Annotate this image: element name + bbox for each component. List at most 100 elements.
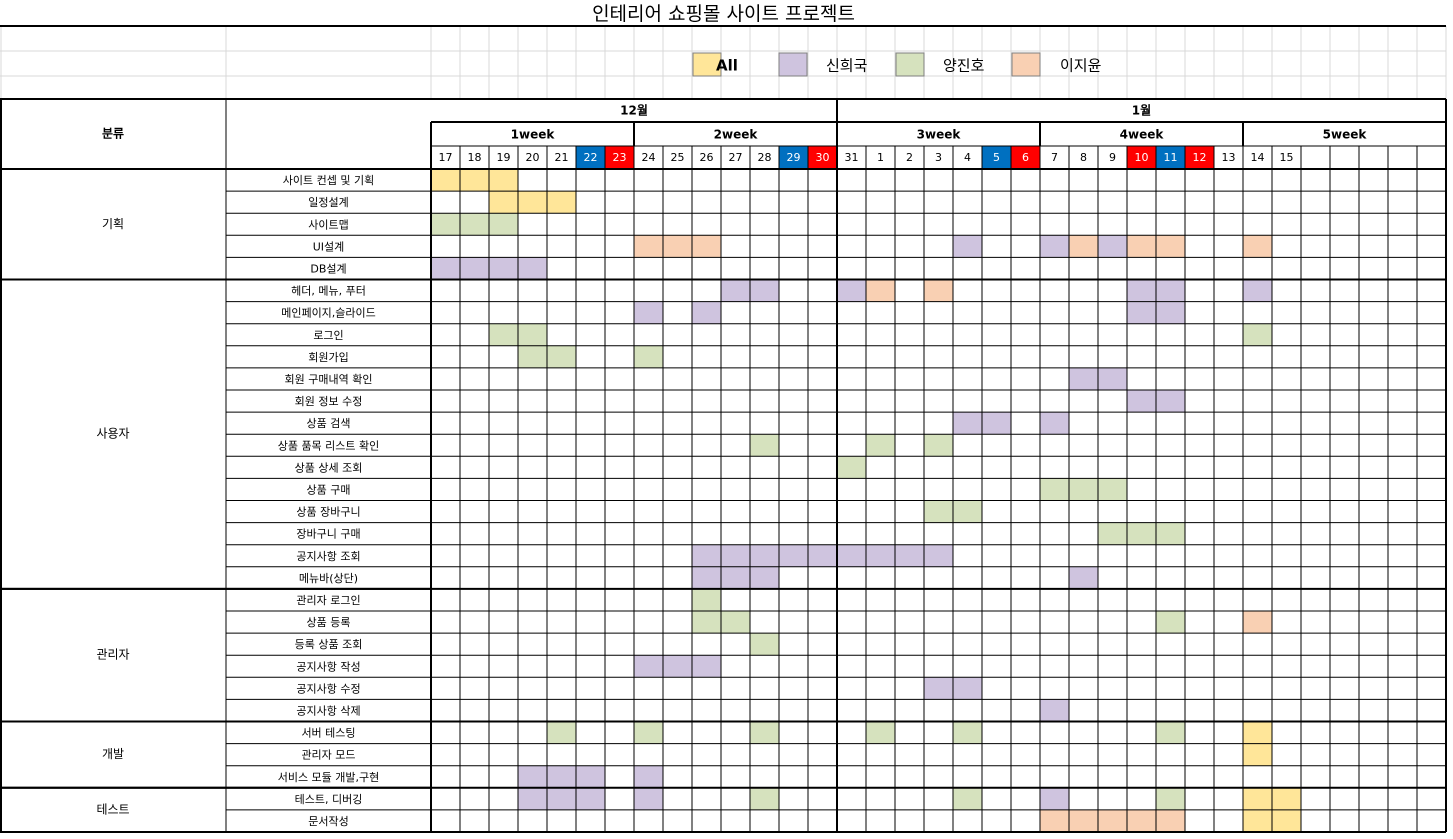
legend-label: 이지윤 xyxy=(1060,57,1102,75)
task-name: 공지사항 삭제 xyxy=(296,704,360,717)
task-bar-cell xyxy=(953,787,982,810)
task-bar-cell xyxy=(866,434,895,457)
day-label: 18 xyxy=(468,151,482,164)
task-name: 테스트, 디버깅 xyxy=(295,793,363,806)
task-bar-cell xyxy=(1127,522,1156,545)
task-bar-cell xyxy=(692,588,721,611)
task-bar-cell xyxy=(1243,279,1272,302)
task-bar-cell xyxy=(1243,323,1272,346)
legend-label: 양진호 xyxy=(943,57,985,75)
task-bar-cell xyxy=(721,566,750,589)
task-bar-cell xyxy=(1127,235,1156,258)
task-bar-cell xyxy=(837,456,866,479)
day-label: 2 xyxy=(906,151,913,164)
group-label: 기획 xyxy=(102,217,124,231)
task-bar-cell xyxy=(1243,809,1272,832)
task-bar-cell xyxy=(518,323,547,346)
task-bar-cell xyxy=(1243,787,1272,810)
task-bar-cell xyxy=(1040,478,1069,501)
day-cell-sun xyxy=(1185,146,1214,169)
week-label: 3week xyxy=(917,128,962,142)
task-bar-cell xyxy=(518,345,547,368)
task-bar-cell xyxy=(431,257,460,280)
task-bar-cell xyxy=(1156,809,1185,832)
day-label: 5 xyxy=(993,151,1000,164)
group-label: 테스트 xyxy=(96,802,129,816)
day-cell-sat xyxy=(1156,146,1185,169)
month-label: 1월 xyxy=(1132,103,1151,118)
task-name: 서비스 모듈 개발,구현 xyxy=(278,771,380,784)
task-name: 상품 구매 xyxy=(307,483,351,496)
task-bar-cell xyxy=(924,544,953,567)
week-label: 5week xyxy=(1323,128,1368,142)
task-bar-cell xyxy=(460,257,489,280)
task-bar-cell xyxy=(1127,301,1156,324)
task-bar-cell xyxy=(1069,367,1098,390)
day-cell-sun xyxy=(808,146,837,169)
legend-swatch xyxy=(692,52,722,77)
task-bar-cell xyxy=(1156,279,1185,302)
task-bar-cell xyxy=(1098,522,1127,545)
task-bar-cell xyxy=(924,500,953,523)
task-bar-cell xyxy=(1272,809,1301,832)
task-bar-cell xyxy=(431,169,460,192)
task-bar-cell xyxy=(1069,809,1098,832)
task-bar-cell xyxy=(750,787,779,810)
sheet-title: 인테리어 쇼핑몰 사이트 프로젝트 xyxy=(592,3,855,25)
task-bar-cell xyxy=(1156,787,1185,810)
task-bar-cell xyxy=(1040,699,1069,722)
task-bar-cell xyxy=(692,301,721,324)
task-bar-cell xyxy=(1272,787,1301,810)
task-name: UI설계 xyxy=(313,240,345,253)
task-bar-cell xyxy=(1098,478,1127,501)
task-bar-cell xyxy=(547,191,576,214)
task-bar-cell xyxy=(721,279,750,302)
day-label: 27 xyxy=(729,151,743,164)
group-label: 사용자 xyxy=(96,427,129,441)
task-name: 상품 등록 xyxy=(307,616,351,629)
task-bar-cell xyxy=(518,257,547,280)
task-bar-cell xyxy=(779,544,808,567)
task-bar-cell xyxy=(866,544,895,567)
group-label: 관리자 xyxy=(96,648,129,662)
task-bar-cell xyxy=(866,721,895,744)
task-name: 회원 정보 수정 xyxy=(295,395,363,408)
task-bar-cell xyxy=(1243,721,1272,744)
task-bar-cell xyxy=(489,213,518,236)
group-label: 개발 xyxy=(102,747,124,761)
task-name: 상품 검색 xyxy=(307,417,351,430)
task-bar-cell xyxy=(460,169,489,192)
day-label: 30 xyxy=(816,151,830,164)
task-name: 헤더, 메뉴, 푸터 xyxy=(291,285,366,298)
task-bar-cell xyxy=(634,301,663,324)
task-bar-cell xyxy=(634,655,663,678)
task-bar-cell xyxy=(576,787,605,810)
task-bar-cell xyxy=(1156,611,1185,634)
task-bar-cell xyxy=(663,235,692,258)
task-bar-cell xyxy=(547,345,576,368)
task-bar-cell xyxy=(431,213,460,236)
task-bar-cell xyxy=(953,235,982,258)
task-bar-cell xyxy=(924,434,953,457)
task-bar-cell xyxy=(663,655,692,678)
task-bar-cell xyxy=(1098,809,1127,832)
day-label: 12 xyxy=(1193,151,1207,164)
task-bar-cell xyxy=(837,544,866,567)
task-name: 사이트맵 xyxy=(308,218,348,231)
task-bar-cell xyxy=(489,257,518,280)
legend-label: All xyxy=(716,57,738,75)
task-name: 메뉴바(상단) xyxy=(299,572,358,585)
task-bar-cell xyxy=(1040,235,1069,258)
task-bar-cell xyxy=(1127,279,1156,302)
day-cell-sun xyxy=(1011,146,1040,169)
day-label: 13 xyxy=(1222,151,1236,164)
task-bar-cell xyxy=(518,191,547,214)
day-label: 10 xyxy=(1135,151,1149,164)
task-bar-cell xyxy=(1127,390,1156,413)
day-cell-sat xyxy=(779,146,808,169)
task-bar-cell xyxy=(634,345,663,368)
day-label: 20 xyxy=(526,151,540,164)
task-bar-cell xyxy=(750,434,779,457)
day-label: 4 xyxy=(964,151,971,164)
